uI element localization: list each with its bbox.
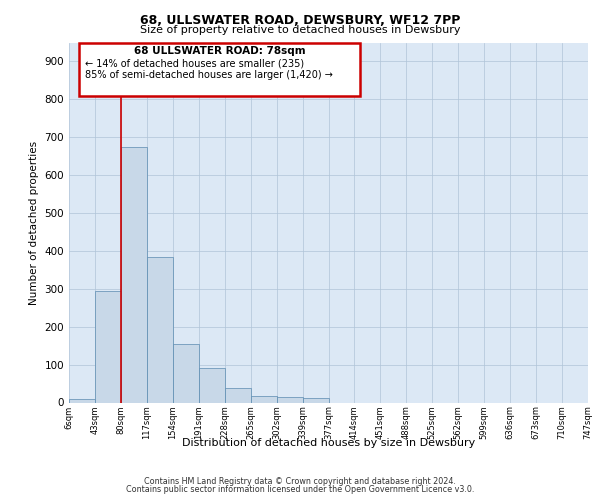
Bar bbox=[251, 396, 277, 402]
Bar bbox=[199, 368, 224, 402]
FancyBboxPatch shape bbox=[79, 42, 359, 96]
Bar bbox=[302, 398, 329, 402]
Bar bbox=[147, 256, 173, 402]
Text: ← 14% of detached houses are smaller (235): ← 14% of detached houses are smaller (23… bbox=[85, 58, 304, 68]
Bar bbox=[121, 146, 147, 402]
Bar bbox=[277, 397, 302, 402]
Text: Size of property relative to detached houses in Dewsbury: Size of property relative to detached ho… bbox=[140, 25, 460, 35]
Text: Distribution of detached houses by size in Dewsbury: Distribution of detached houses by size … bbox=[182, 438, 475, 448]
Bar bbox=[225, 388, 251, 402]
Bar bbox=[95, 290, 121, 403]
Text: 85% of semi-detached houses are larger (1,420) →: 85% of semi-detached houses are larger (… bbox=[85, 70, 332, 80]
Bar bbox=[173, 344, 199, 403]
Y-axis label: Number of detached properties: Number of detached properties bbox=[29, 140, 39, 304]
Text: 68 ULLSWATER ROAD: 78sqm: 68 ULLSWATER ROAD: 78sqm bbox=[134, 46, 305, 56]
Text: Contains HM Land Registry data © Crown copyright and database right 2024.: Contains HM Land Registry data © Crown c… bbox=[144, 477, 456, 486]
Text: Contains public sector information licensed under the Open Government Licence v3: Contains public sector information licen… bbox=[126, 484, 474, 494]
Bar bbox=[69, 398, 95, 402]
Text: 68, ULLSWATER ROAD, DEWSBURY, WF12 7PP: 68, ULLSWATER ROAD, DEWSBURY, WF12 7PP bbox=[140, 14, 460, 27]
